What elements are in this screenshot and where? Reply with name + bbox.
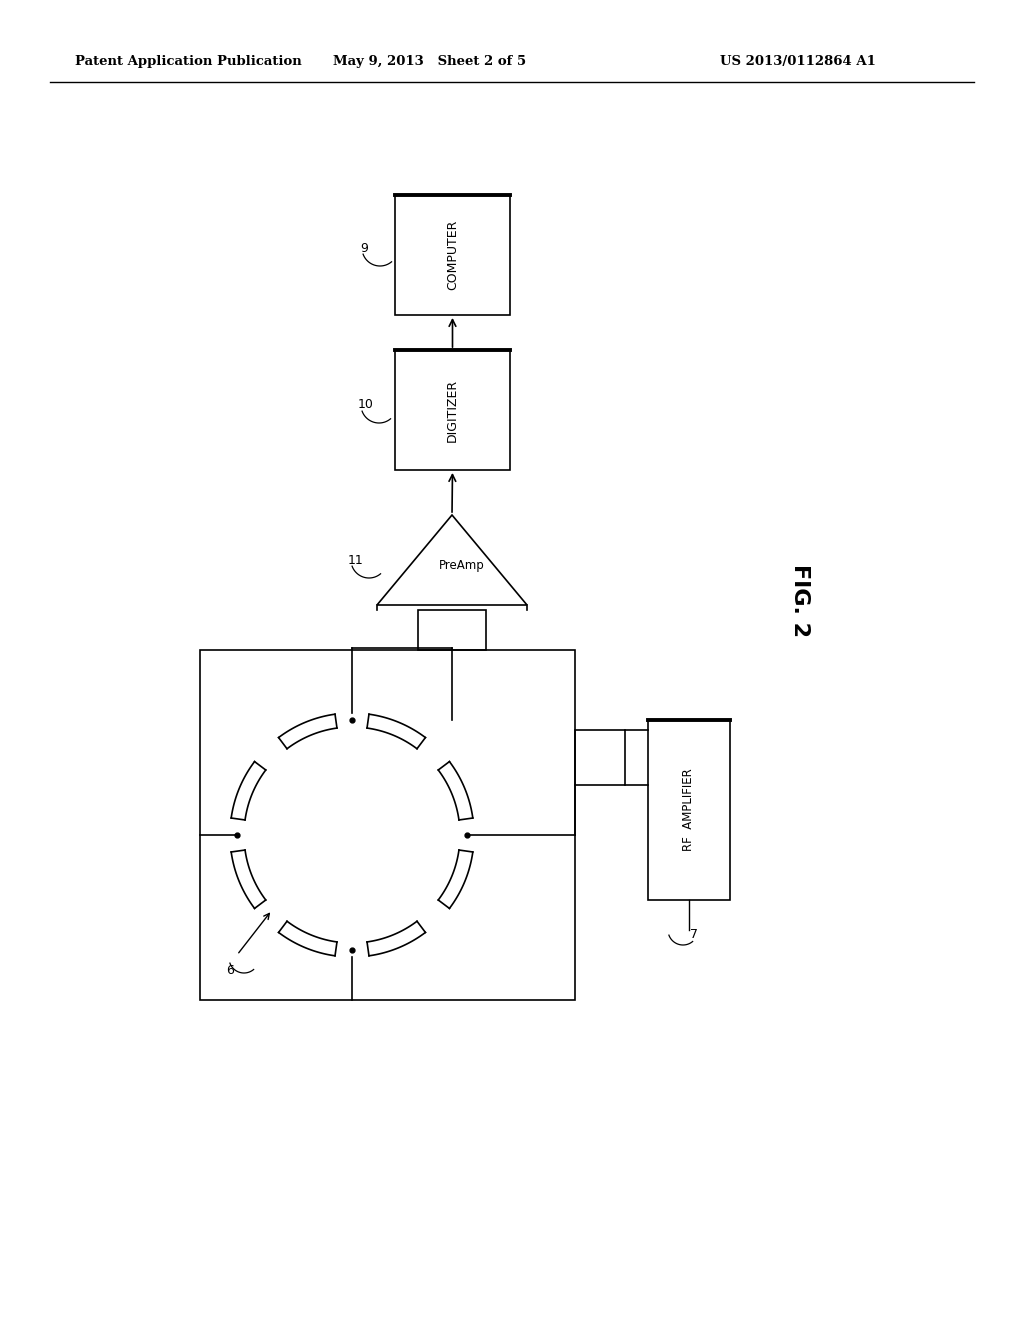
Text: US 2013/0112864 A1: US 2013/0112864 A1 <box>720 55 876 69</box>
Text: COMPUTER: COMPUTER <box>446 220 459 290</box>
Text: 6: 6 <box>226 964 233 977</box>
Text: 10: 10 <box>358 399 374 412</box>
Text: 11: 11 <box>348 553 364 566</box>
Text: PreAmp: PreAmp <box>439 558 485 572</box>
Text: 7: 7 <box>690 928 698 941</box>
Text: FIG. 2: FIG. 2 <box>790 564 810 636</box>
Text: RF  AMPLIFIER: RF AMPLIFIER <box>683 768 695 851</box>
Text: DIGITIZER: DIGITIZER <box>446 379 459 442</box>
Text: May 9, 2013   Sheet 2 of 5: May 9, 2013 Sheet 2 of 5 <box>334 55 526 69</box>
Text: 9: 9 <box>360 242 368 255</box>
Text: Patent Application Publication: Patent Application Publication <box>75 55 302 69</box>
